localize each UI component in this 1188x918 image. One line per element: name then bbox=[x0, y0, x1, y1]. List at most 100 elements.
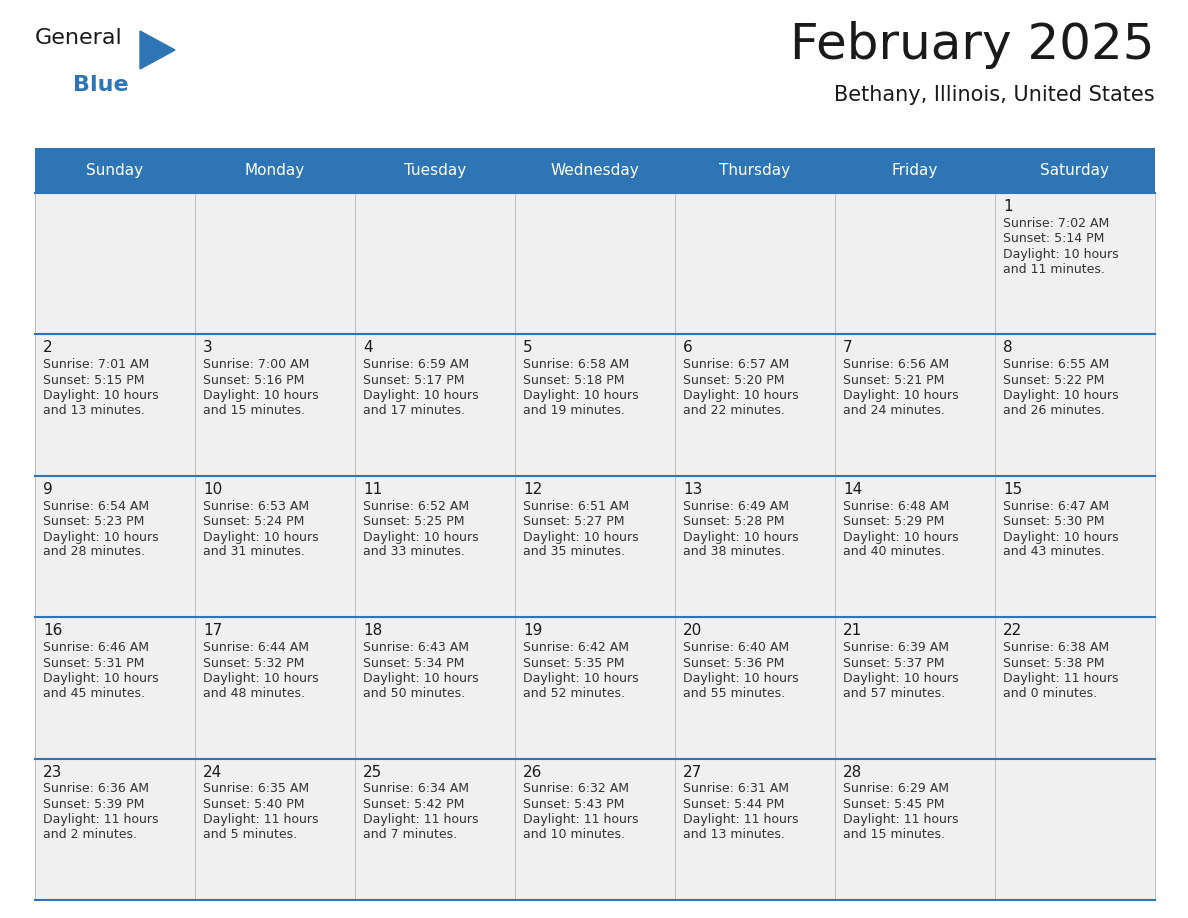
Text: and 5 minutes.: and 5 minutes. bbox=[203, 828, 297, 841]
Bar bbox=[675, 476, 835, 617]
Text: 28: 28 bbox=[843, 765, 862, 779]
Bar bbox=[195, 617, 355, 758]
Text: 11: 11 bbox=[364, 482, 383, 497]
Text: Daylight: 10 hours: Daylight: 10 hours bbox=[683, 531, 798, 543]
Text: Daylight: 11 hours: Daylight: 11 hours bbox=[1003, 672, 1118, 685]
Text: and 0 minutes.: and 0 minutes. bbox=[1003, 687, 1098, 700]
Bar bbox=[996, 617, 1155, 758]
Text: 16: 16 bbox=[43, 623, 63, 638]
Text: Daylight: 11 hours: Daylight: 11 hours bbox=[683, 813, 798, 826]
Text: 23: 23 bbox=[43, 765, 63, 779]
Text: Daylight: 10 hours: Daylight: 10 hours bbox=[203, 672, 318, 685]
Text: Sunset: 5:37 PM: Sunset: 5:37 PM bbox=[843, 656, 944, 669]
Text: Sunrise: 6:47 AM: Sunrise: 6:47 AM bbox=[1003, 499, 1110, 512]
Text: and 28 minutes.: and 28 minutes. bbox=[43, 545, 145, 558]
Text: Sunset: 5:38 PM: Sunset: 5:38 PM bbox=[1003, 656, 1105, 669]
Text: Sunset: 5:18 PM: Sunset: 5:18 PM bbox=[523, 374, 625, 386]
Bar bbox=[516, 476, 675, 617]
Text: and 13 minutes.: and 13 minutes. bbox=[43, 404, 145, 417]
Text: Sunset: 5:14 PM: Sunset: 5:14 PM bbox=[1003, 232, 1105, 245]
Text: Sunrise: 6:58 AM: Sunrise: 6:58 AM bbox=[523, 358, 630, 371]
Text: Daylight: 10 hours: Daylight: 10 hours bbox=[43, 531, 159, 543]
Text: Sunset: 5:23 PM: Sunset: 5:23 PM bbox=[43, 515, 145, 528]
Bar bbox=[675, 334, 835, 476]
Text: Daylight: 10 hours: Daylight: 10 hours bbox=[203, 531, 318, 543]
Text: Sunrise: 6:51 AM: Sunrise: 6:51 AM bbox=[523, 499, 630, 512]
Text: and 52 minutes.: and 52 minutes. bbox=[523, 687, 625, 700]
Text: Daylight: 10 hours: Daylight: 10 hours bbox=[523, 389, 639, 402]
Text: and 57 minutes.: and 57 minutes. bbox=[843, 687, 946, 700]
Text: Sunrise: 6:55 AM: Sunrise: 6:55 AM bbox=[1003, 358, 1110, 371]
Text: Sunrise: 6:53 AM: Sunrise: 6:53 AM bbox=[203, 499, 309, 512]
Text: and 35 minutes.: and 35 minutes. bbox=[523, 545, 625, 558]
Text: Daylight: 10 hours: Daylight: 10 hours bbox=[43, 672, 159, 685]
Text: and 38 minutes.: and 38 minutes. bbox=[683, 545, 785, 558]
Text: 3: 3 bbox=[203, 341, 213, 355]
Text: 7: 7 bbox=[843, 341, 853, 355]
Text: Sunset: 5:43 PM: Sunset: 5:43 PM bbox=[523, 798, 625, 811]
Text: Sunrise: 6:39 AM: Sunrise: 6:39 AM bbox=[843, 641, 949, 654]
Text: and 24 minutes.: and 24 minutes. bbox=[843, 404, 944, 417]
Text: Sunrise: 6:35 AM: Sunrise: 6:35 AM bbox=[203, 782, 309, 795]
Text: 1: 1 bbox=[1003, 199, 1012, 214]
Text: Sunset: 5:28 PM: Sunset: 5:28 PM bbox=[683, 515, 784, 528]
Text: Tuesday: Tuesday bbox=[404, 163, 466, 178]
Text: Friday: Friday bbox=[892, 163, 939, 178]
Bar bbox=[195, 193, 355, 334]
Bar bbox=[835, 334, 996, 476]
Text: Sunrise: 6:32 AM: Sunrise: 6:32 AM bbox=[523, 782, 628, 795]
Text: and 50 minutes.: and 50 minutes. bbox=[364, 687, 466, 700]
Text: 15: 15 bbox=[1003, 482, 1022, 497]
Bar bbox=[355, 193, 516, 334]
Text: Sunrise: 6:56 AM: Sunrise: 6:56 AM bbox=[843, 358, 949, 371]
Bar bbox=[516, 193, 675, 334]
Bar bbox=[355, 476, 516, 617]
Bar bbox=[34, 148, 1155, 193]
Text: Daylight: 11 hours: Daylight: 11 hours bbox=[203, 813, 318, 826]
Bar bbox=[516, 758, 675, 900]
Text: Thursday: Thursday bbox=[720, 163, 790, 178]
Text: Daylight: 11 hours: Daylight: 11 hours bbox=[843, 813, 959, 826]
Bar bbox=[675, 758, 835, 900]
Text: and 2 minutes.: and 2 minutes. bbox=[43, 828, 137, 841]
Text: 10: 10 bbox=[203, 482, 222, 497]
Text: Daylight: 10 hours: Daylight: 10 hours bbox=[364, 531, 479, 543]
Text: and 40 minutes.: and 40 minutes. bbox=[843, 545, 944, 558]
Text: Sunset: 5:29 PM: Sunset: 5:29 PM bbox=[843, 515, 944, 528]
Text: Sunrise: 6:57 AM: Sunrise: 6:57 AM bbox=[683, 358, 789, 371]
Bar bbox=[835, 193, 996, 334]
Text: Sunset: 5:27 PM: Sunset: 5:27 PM bbox=[523, 515, 625, 528]
Bar bbox=[675, 617, 835, 758]
Text: Sunset: 5:39 PM: Sunset: 5:39 PM bbox=[43, 798, 145, 811]
Text: 24: 24 bbox=[203, 765, 222, 779]
Text: and 55 minutes.: and 55 minutes. bbox=[683, 687, 785, 700]
Text: Daylight: 11 hours: Daylight: 11 hours bbox=[43, 813, 158, 826]
Text: 17: 17 bbox=[203, 623, 222, 638]
Text: Sunrise: 7:02 AM: Sunrise: 7:02 AM bbox=[1003, 217, 1110, 230]
Text: Daylight: 10 hours: Daylight: 10 hours bbox=[523, 672, 639, 685]
Text: and 45 minutes.: and 45 minutes. bbox=[43, 687, 145, 700]
Text: Sunset: 5:17 PM: Sunset: 5:17 PM bbox=[364, 374, 465, 386]
Text: Sunrise: 6:36 AM: Sunrise: 6:36 AM bbox=[43, 782, 148, 795]
Bar bbox=[195, 334, 355, 476]
Text: General: General bbox=[34, 28, 122, 48]
Text: 19: 19 bbox=[523, 623, 543, 638]
Polygon shape bbox=[140, 31, 175, 69]
Text: and 15 minutes.: and 15 minutes. bbox=[203, 404, 305, 417]
Text: February 2025: February 2025 bbox=[790, 21, 1155, 69]
Text: Sunset: 5:16 PM: Sunset: 5:16 PM bbox=[203, 374, 304, 386]
Text: Sunset: 5:44 PM: Sunset: 5:44 PM bbox=[683, 798, 784, 811]
Text: Sunset: 5:32 PM: Sunset: 5:32 PM bbox=[203, 656, 304, 669]
Text: 6: 6 bbox=[683, 341, 693, 355]
Bar bbox=[34, 476, 195, 617]
Bar bbox=[355, 617, 516, 758]
Text: Blue: Blue bbox=[72, 75, 128, 95]
Bar bbox=[835, 476, 996, 617]
Text: and 22 minutes.: and 22 minutes. bbox=[683, 404, 785, 417]
Text: Daylight: 10 hours: Daylight: 10 hours bbox=[683, 389, 798, 402]
Text: Sunrise: 6:59 AM: Sunrise: 6:59 AM bbox=[364, 358, 469, 371]
Text: and 15 minutes.: and 15 minutes. bbox=[843, 828, 944, 841]
Bar bbox=[355, 758, 516, 900]
Text: Sunday: Sunday bbox=[87, 163, 144, 178]
Text: 13: 13 bbox=[683, 482, 702, 497]
